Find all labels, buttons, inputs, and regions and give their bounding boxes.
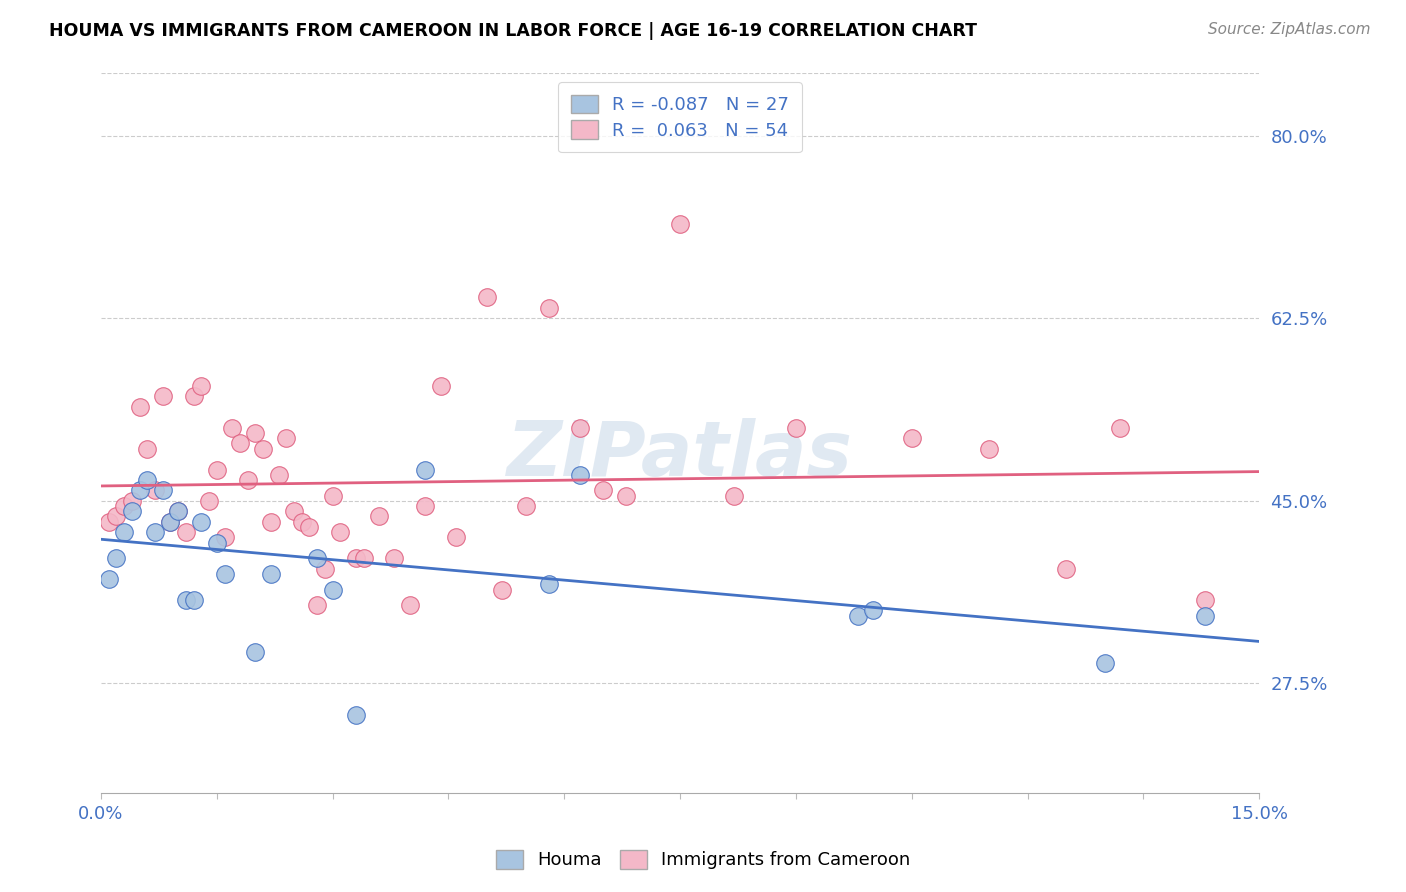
Point: [190, 515, 212, 529]
Point: [198, 493, 221, 508]
Point: [159, 515, 181, 529]
Point: [236, 473, 259, 487]
Point: [252, 442, 274, 456]
Point: [368, 509, 391, 524]
Point: [384, 551, 406, 566]
Point: [344, 707, 367, 722]
Point: [307, 551, 329, 566]
Point: [143, 483, 166, 498]
Point: [900, 431, 922, 445]
Point: [429, 379, 451, 393]
Point: [105, 509, 128, 524]
Point: [314, 561, 336, 575]
Point: [174, 593, 197, 607]
Point: [1054, 561, 1077, 575]
Point: [444, 530, 467, 544]
Legend: R = -0.087   N = 27, R =  0.063   N = 54: R = -0.087 N = 27, R = 0.063 N = 54: [558, 82, 801, 153]
Point: [136, 442, 159, 456]
Point: [862, 603, 884, 617]
Point: [121, 504, 143, 518]
Point: [977, 442, 1000, 456]
Point: [491, 582, 513, 597]
Point: [167, 504, 190, 518]
Point: [183, 389, 205, 403]
Point: [190, 379, 212, 393]
Point: [112, 499, 135, 513]
Point: [298, 520, 321, 534]
Point: [214, 530, 236, 544]
Point: [413, 462, 436, 476]
Point: [537, 301, 560, 315]
Point: [291, 515, 314, 529]
Point: [398, 598, 420, 612]
Point: [1109, 421, 1132, 435]
Point: [267, 467, 290, 482]
Legend: Houma, Immigrants from Cameroon: Houma, Immigrants from Cameroon: [486, 841, 920, 879]
Point: [283, 504, 305, 518]
Point: [475, 290, 498, 304]
Point: [136, 473, 159, 487]
Point: [322, 582, 344, 597]
Text: Source: ZipAtlas.com: Source: ZipAtlas.com: [1208, 22, 1371, 37]
Point: [322, 489, 344, 503]
Point: [174, 525, 197, 540]
Point: [97, 572, 120, 586]
Point: [112, 525, 135, 540]
Point: [152, 389, 174, 403]
Point: [276, 431, 298, 445]
Point: [214, 566, 236, 581]
Point: [515, 499, 537, 513]
Point: [152, 483, 174, 498]
Point: [205, 535, 228, 549]
Point: [105, 551, 128, 566]
Point: [568, 467, 591, 482]
Point: [221, 421, 243, 435]
Point: [245, 645, 267, 659]
Point: [260, 566, 283, 581]
Point: [614, 489, 637, 503]
Point: [121, 493, 143, 508]
Point: [669, 217, 692, 231]
Point: [167, 504, 190, 518]
Point: [183, 593, 205, 607]
Text: ZIPatlas: ZIPatlas: [508, 417, 853, 491]
Point: [143, 525, 166, 540]
Point: [723, 489, 745, 503]
Point: [1094, 656, 1116, 670]
Point: [128, 483, 150, 498]
Point: [344, 551, 367, 566]
Y-axis label: In Labor Force | Age 16-19: In Labor Force | Age 16-19: [0, 324, 8, 542]
Point: [128, 400, 150, 414]
Point: [205, 462, 228, 476]
Text: HOUMA VS IMMIGRANTS FROM CAMEROON IN LABOR FORCE | AGE 16-19 CORRELATION CHART: HOUMA VS IMMIGRANTS FROM CAMEROON IN LAB…: [49, 22, 977, 40]
Point: [592, 483, 614, 498]
Point: [260, 515, 283, 529]
Point: [537, 577, 560, 591]
Point: [785, 421, 807, 435]
Point: [1194, 593, 1216, 607]
Point: [245, 425, 267, 440]
Point: [353, 551, 375, 566]
Point: [846, 608, 869, 623]
Point: [229, 436, 252, 450]
Point: [413, 499, 436, 513]
Point: [329, 525, 352, 540]
Point: [159, 515, 181, 529]
Point: [307, 598, 329, 612]
Point: [568, 421, 591, 435]
Point: [1194, 608, 1216, 623]
Point: [97, 515, 120, 529]
